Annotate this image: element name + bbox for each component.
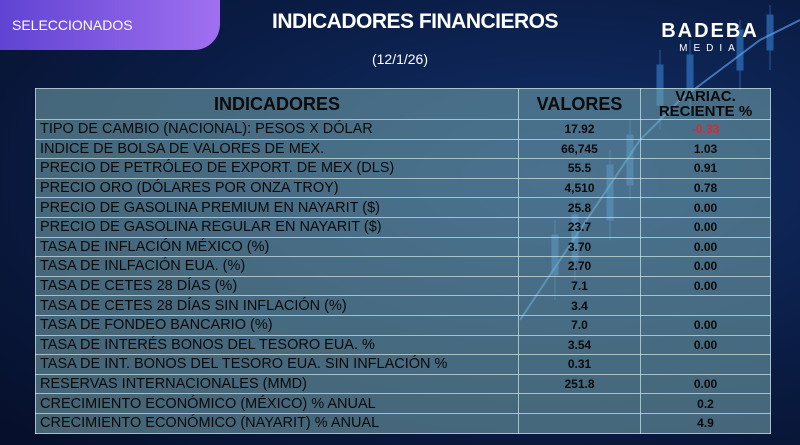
indicator-value: 2.70 bbox=[518, 256, 641, 277]
indicator-change: 0.00 bbox=[640, 373, 771, 395]
indicator-value: 7.1 bbox=[518, 275, 641, 297]
table-row: PRECIO DE GASOLINA REGULAR EN NAYARIT ($… bbox=[35, 216, 771, 238]
table-row: PRECIO DE PETRÓLEO DE EXPORT. DE MEX (DL… bbox=[35, 158, 771, 179]
indicator-change bbox=[640, 354, 771, 375]
column-header: VARIAC. RECIENTE % bbox=[640, 88, 771, 120]
table-row: RESERVAS INTERNACIONALES (MMD) 251.8 0.00 bbox=[35, 373, 771, 395]
table-row: CRECIMIENTO ECONÓMICO (NAYARIT) % ANUAL 4… bbox=[35, 412, 771, 434]
indicator-name: TASA DE INT. BONOS DEL TESORO EUA. SIN I… bbox=[35, 354, 519, 375]
table-row: TASA DE INTERÉS BONOS DEL TESORO EUA. % 3… bbox=[35, 334, 771, 356]
indicator-change: 0.00 bbox=[640, 216, 771, 238]
indicator-value: 4,510 bbox=[518, 177, 641, 199]
logo-subtext: MEDIA bbox=[679, 43, 741, 54]
indicator-name: TASA DE INLFACIÓN EUA. (%) bbox=[35, 256, 519, 277]
indicator-name: PRECIO DE PETRÓLEO DE EXPORT. DE MEX (DL… bbox=[35, 158, 519, 179]
indicator-name: RESERVAS INTERNACIONALES (MMD) bbox=[35, 373, 519, 395]
indicator-change: 0.2 bbox=[640, 393, 771, 414]
indicator-value: 3.4 bbox=[518, 295, 641, 316]
indicator-value bbox=[518, 412, 641, 434]
indicators-table: INDICADORES VALORES VARIAC. RECIENTE % TIP… bbox=[35, 88, 771, 434]
table-row: CRECIMIENTO ECONÓMICO (MÉXICO) % ANUAL 0.… bbox=[35, 393, 771, 414]
header-row: INDICADORES VALORES VARIAC. RECIENTE % bbox=[35, 88, 771, 120]
table-row: TIPO DE CAMBIO (NACIONAL): PESOS X DÓLAR… bbox=[35, 119, 771, 140]
indicator-value: 0.31 bbox=[518, 354, 641, 375]
table-body: TIPO DE CAMBIO (NACIONAL): PESOS X DÓLAR… bbox=[35, 119, 771, 434]
indicator-value: 3.54 bbox=[518, 334, 641, 356]
title: INDICADORES FINANCIEROS bbox=[271, 10, 559, 33]
indicator-change: 4.9 bbox=[640, 412, 771, 434]
column-header: INDICADORES bbox=[35, 88, 519, 120]
indicator-value: 66,745 bbox=[518, 138, 641, 160]
table-row: TASA DE CETES 28 DÍAS SIN INFLACIÓN (%) 3… bbox=[35, 295, 771, 316]
indicator-value bbox=[518, 393, 641, 414]
indicator-value: 25.8 bbox=[518, 197, 641, 218]
indicator-name: CRECIMIENTO ECONÓMICO (NAYARIT) % ANUAL bbox=[35, 412, 519, 434]
indicator-change: -0.33 bbox=[640, 119, 771, 140]
indicator-name: TASA DE FONDEO BANCARIO (%) bbox=[35, 314, 519, 336]
table-row: PRECIO DE GASOLINA PREMIUM EN NAYARIT ($… bbox=[35, 197, 771, 218]
indicator-value: 55.5 bbox=[518, 158, 641, 179]
indicator-name: INDICE DE BOLSA DE VALORES DE MEX. bbox=[35, 138, 519, 160]
indicator-change: 0.00 bbox=[640, 256, 771, 277]
indicator-change: 0.00 bbox=[640, 236, 771, 258]
indicator-change: 0.78 bbox=[640, 177, 771, 199]
indicator-name: TASA DE CETES 28 DÍAS (%) bbox=[35, 275, 519, 297]
date: (12/1/26) bbox=[371, 51, 429, 67]
indicator-name: PRECIO DE GASOLINA REGULAR EN NAYARIT ($… bbox=[35, 216, 519, 238]
indicator-change: 0.00 bbox=[640, 197, 771, 218]
indicator-name: TASA DE CETES 28 DÍAS SIN INFLACIÓN (%) bbox=[35, 295, 519, 316]
column-header: VALORES bbox=[518, 88, 641, 120]
table-row: TASA DE CETES 28 DÍAS (%) 7.1 0.00 bbox=[35, 275, 771, 297]
indicator-name: TASA DE INTERÉS BONOS DEL TESORO EUA. % bbox=[35, 334, 519, 356]
table-row: TASA DE FONDEO BANCARIO (%) 7.0 0.00 bbox=[35, 314, 771, 336]
indicator-value: 23.7 bbox=[518, 216, 641, 238]
indicator-name: TASA DE INFLACIÓN MÉXICO (%) bbox=[35, 236, 519, 258]
indicator-name: CRECIMIENTO ECONÓMICO (MÉXICO) % ANUAL bbox=[35, 393, 519, 414]
indicator-name: PRECIO DE GASOLINA PREMIUM EN NAYARIT ($… bbox=[35, 197, 519, 218]
logo: BADEBA MEDIA bbox=[655, 20, 765, 54]
indicator-name: PRECIO ORO (DÓLARES POR ONZA TROY) bbox=[35, 177, 519, 199]
indicator-change: 0.00 bbox=[640, 314, 771, 336]
table-row: TASA DE INT. BONOS DEL TESORO EUA. SIN I… bbox=[35, 354, 771, 375]
indicator-change: 0.00 bbox=[640, 334, 771, 356]
indicator-value: 17.92 bbox=[518, 119, 641, 140]
indicator-change: 0.91 bbox=[640, 158, 771, 179]
badge: SELECCIONADOS bbox=[0, 0, 220, 50]
indicator-value: 7.0 bbox=[518, 314, 641, 336]
indicator-name: TIPO DE CAMBIO (NACIONAL): PESOS X DÓLAR bbox=[35, 119, 519, 140]
indicator-value: 251.8 bbox=[518, 373, 641, 395]
table-row: INDICE DE BOLSA DE VALORES DE MEX. 66,745… bbox=[35, 138, 771, 160]
table-row: TASA DE INLFACIÓN EUA. (%) 2.70 0.00 bbox=[35, 256, 771, 277]
indicator-change: 0.00 bbox=[640, 275, 771, 297]
logo-text: BADEBA bbox=[661, 20, 759, 42]
indicator-value: 3.70 bbox=[518, 236, 641, 258]
indicator-change: 1.03 bbox=[640, 138, 771, 160]
table-row: TASA DE INFLACIÓN MÉXICO (%) 3.70 0.00 bbox=[35, 236, 771, 258]
table-row: PRECIO ORO (DÓLARES POR ONZA TROY) 4,510 0… bbox=[35, 177, 771, 199]
indicator-change bbox=[640, 295, 771, 316]
